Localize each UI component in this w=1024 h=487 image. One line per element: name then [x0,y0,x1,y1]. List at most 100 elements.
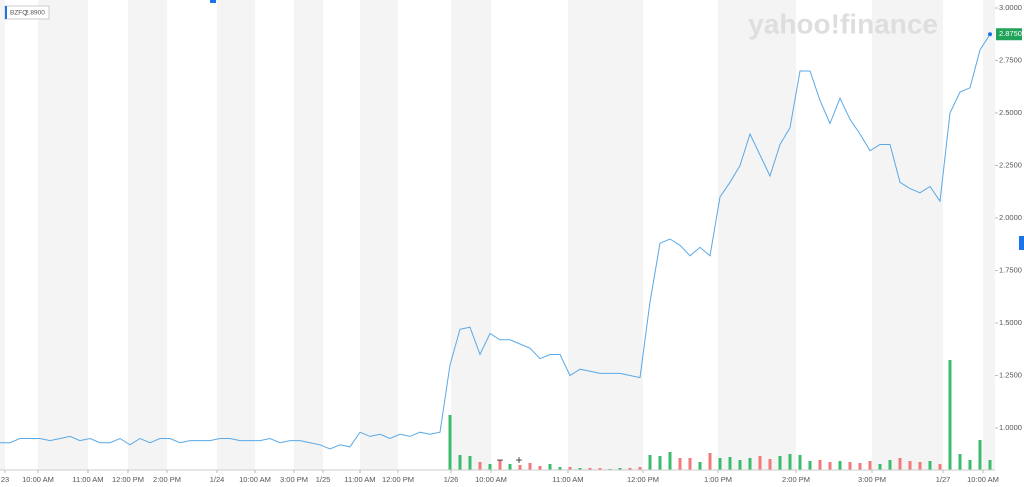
volume-bar [548,464,552,470]
volume-bar [588,468,592,470]
volume-bar [688,458,692,470]
time-band [294,0,323,470]
x-tick-label: 11:00 AM [552,475,583,484]
x-tick-label: 1/24 [210,475,225,484]
time-band [0,0,5,470]
volume-bar [898,458,902,470]
volume-bar [848,462,852,470]
x-tick-label: 10:00 AM [475,475,507,484]
zoom-out[interactable]: − [496,453,503,467]
x-tick-label: 1/26 [444,475,459,484]
volume-bar [598,468,602,470]
volume-bar [838,461,842,470]
y-tick-label: 2.5000 [999,108,1022,117]
volume-bar [518,465,522,470]
y-tick-label: 1.0000 [999,423,1022,432]
volume-bar [558,467,562,470]
volume-bar [488,464,492,470]
time-band [128,0,167,470]
x-tick-label: 3:00 PM [280,475,308,484]
time-band [872,0,943,470]
y-tick-label: 3.0000 [999,3,1022,12]
volume-bar [788,454,792,470]
volume-bar [778,456,782,470]
x-tick-label: 1/27 [936,475,951,484]
volume-bar [698,462,702,470]
time-band [217,0,255,470]
volume-bar [828,462,832,470]
volume-bar [958,454,962,470]
volume-bar [678,458,682,470]
x-tick-label: 3:00 PM [858,475,886,484]
time-band [38,0,88,470]
y-tick-label: 2.0000 [999,213,1022,222]
volume-bar [808,461,812,470]
volume-bar [578,468,582,470]
y-tick-label: 1.7500 [999,265,1022,274]
x-tick-label: 23 [1,475,9,484]
volume-bar [978,440,982,470]
time-band [718,0,796,470]
volume-bar [928,461,932,470]
y-tick-label: 2.2500 [999,160,1022,169]
y-tick-label: 1.5000 [999,318,1022,327]
volume-bar [508,464,512,470]
volume-bar [868,461,872,470]
volume-bar [758,456,762,470]
x-tick-label: 11:00 AM [344,475,375,484]
volume-bar [668,452,672,470]
time-band [568,0,643,470]
side-tab[interactable] [1019,236,1024,250]
volume-bar [498,460,502,470]
x-tick-label: 2:00 PM [153,475,181,484]
price-tag-label: 2.8750 [999,29,1022,38]
x-tick-label: 11:00 AM [72,475,103,484]
time-band [451,0,491,470]
volume-bar [638,467,642,470]
volume-bar [528,463,532,470]
volume-bar [478,462,482,470]
x-tick-label: 12:00 PM [112,475,144,484]
top-tab [210,0,216,3]
volume-bar [878,464,882,470]
volume-bar [798,455,802,470]
volume-bar [728,457,732,470]
volume-bar [918,462,922,470]
watermark: yahoo!finance [748,8,938,39]
volume-bar [618,468,622,470]
volume-bar [468,456,472,470]
y-tick-label: 2.7500 [999,55,1022,64]
legend-price: 2.8900 [25,10,45,17]
price-line [0,33,991,450]
volume-bar [968,460,972,470]
volume-bar [648,455,652,470]
volume-bar [888,460,892,470]
price-tag [996,28,1022,41]
legend-swatch [5,6,7,19]
volume-bar [908,461,912,470]
volume-bar [988,460,992,470]
volume-bar [768,459,772,470]
x-tick-label: 12:00 PM [627,475,659,484]
volume-bar [628,468,632,470]
x-tick-label: 10:00 AM [239,475,271,484]
x-tick-label: 10:00 AM [22,475,54,484]
volume-bar [568,467,572,470]
legend-name: BZFQ [10,10,27,17]
x-tick-label: 1:00 PM [704,475,732,484]
x-tick-label: 10:00 AM [967,475,999,484]
time-band [360,0,398,470]
volume-bar [448,415,452,470]
volume-bar [738,460,742,470]
volume-bar [858,463,862,470]
x-tick-label: 12:00 PM [382,475,414,484]
x-tick-label: 1/25 [316,475,331,484]
volume-bar [748,458,752,470]
volume-bar [708,453,712,470]
time-band [983,0,995,470]
volume-bar [938,464,942,470]
volume-bar [458,455,462,470]
zoom-in[interactable]: + [515,453,522,467]
volume-bar [538,466,542,470]
